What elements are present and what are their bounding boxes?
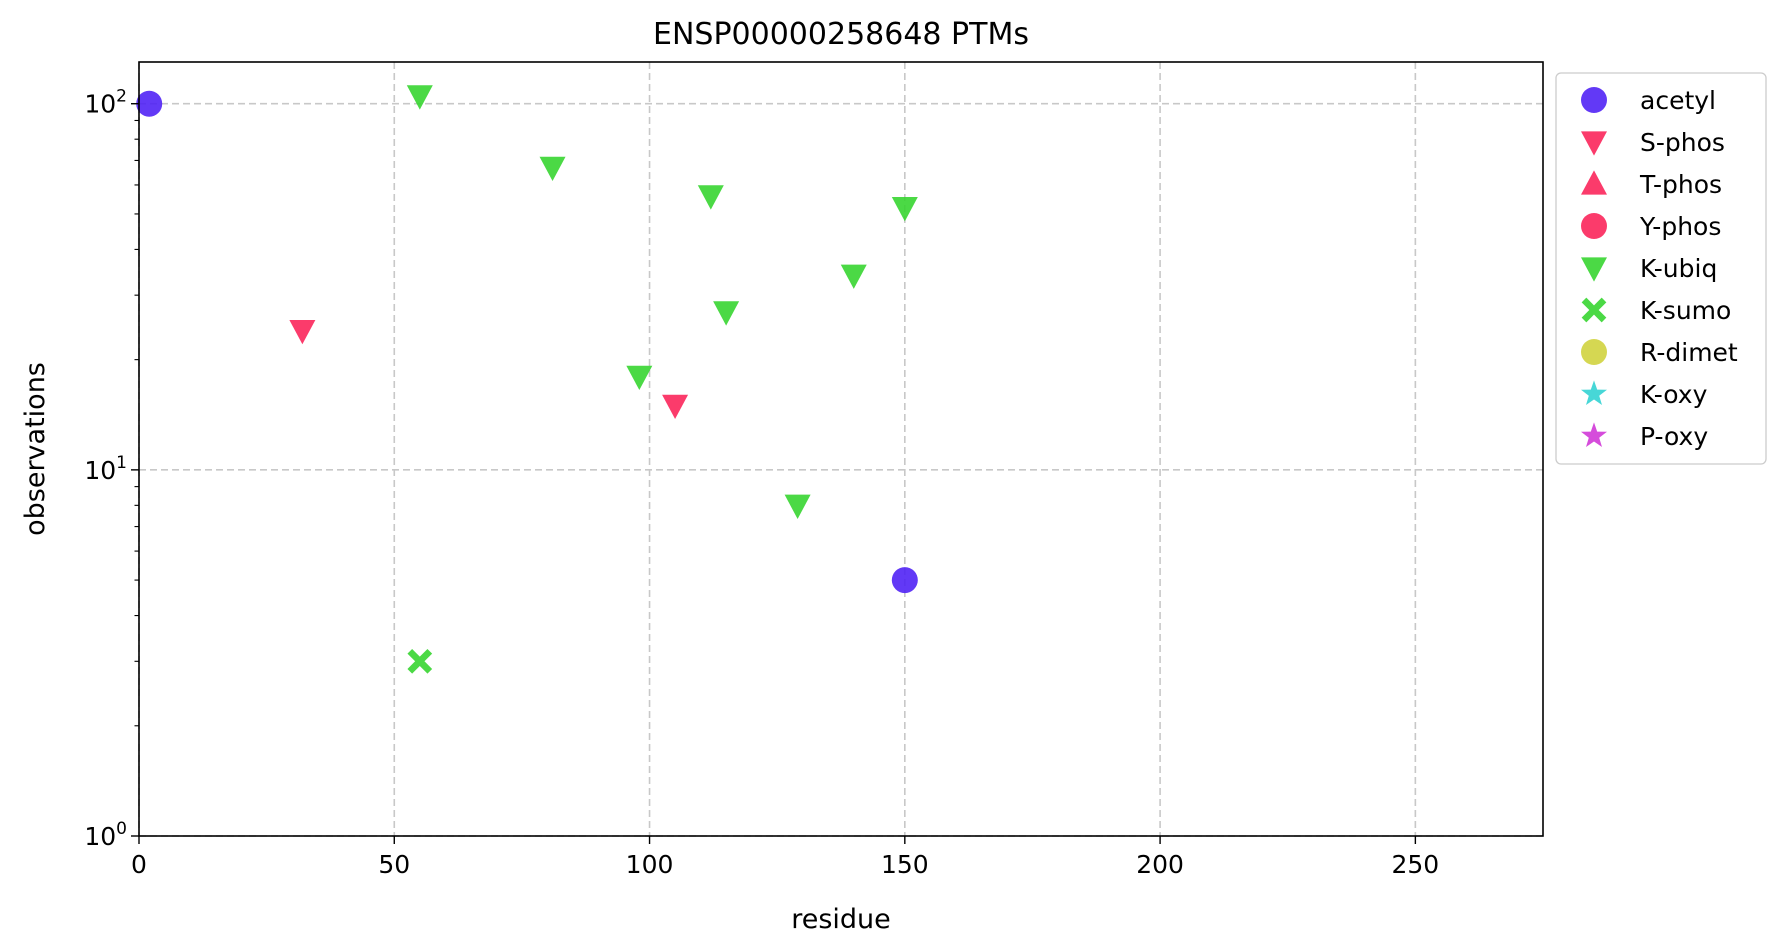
- point-k-ubiq: [406, 85, 433, 110]
- plot-frame: [138, 61, 1544, 837]
- y-tick-label: 100: [84, 819, 127, 851]
- axes: 0 50 100 150 200 250 100 101 102: [84, 87, 1439, 879]
- legend-label-k-sumo: K-sumo: [1640, 296, 1731, 325]
- point-k-sumo: [407, 648, 433, 674]
- legend-label-r-dimet: R-dimet: [1640, 338, 1738, 367]
- point-s-phos: [289, 319, 316, 345]
- point-s-phos: [662, 394, 689, 420]
- data-points: [136, 85, 918, 674]
- legend-marker-acetyl: [1581, 87, 1607, 113]
- chart-title: ENSP00000258648 PTMs: [653, 17, 1029, 52]
- legend-marker-k-sumo: [1581, 297, 1607, 323]
- point-acetyl: [891, 567, 918, 594]
- legend-label-s-phos: S-phos: [1640, 128, 1725, 157]
- point-k-ubiq: [539, 156, 566, 182]
- legend-marker-t-phos: [1581, 170, 1607, 195]
- legend-label-p-oxy: P-oxy: [1640, 422, 1708, 451]
- x-tick-label: 100: [626, 850, 674, 879]
- legend-marker-k-oxy: [1581, 380, 1607, 405]
- point-k-ubiq: [626, 365, 653, 391]
- y-tick-label: 101: [84, 453, 127, 485]
- legend-marker-k-ubiq: [1581, 257, 1607, 282]
- legend-marker-p-oxy: [1581, 422, 1607, 447]
- legend-frame: [1555, 72, 1767, 465]
- point-k-ubiq: [697, 185, 724, 210]
- legend-marker-r-dimet: [1581, 339, 1607, 365]
- point-acetyl: [136, 90, 163, 117]
- legend-label-y-phos: Y-phos: [1639, 212, 1721, 241]
- point-k-ubiq: [891, 197, 918, 222]
- point-k-ubiq: [784, 494, 811, 519]
- legend-label-t-phos: T-phos: [1639, 170, 1722, 199]
- x-tick-label: 150: [881, 850, 929, 879]
- y-tick-label: 102: [84, 87, 127, 119]
- x-tick-label: 0: [131, 850, 147, 879]
- x-tick-label: 50: [378, 850, 410, 879]
- x-axis-label: residue: [791, 904, 891, 935]
- point-k-ubiq: [840, 264, 867, 289]
- legend-label-acetyl: acetyl: [1640, 86, 1716, 115]
- point-k-ubiq: [713, 301, 740, 326]
- legend-label-k-ubiq: K-ubiq: [1640, 254, 1717, 283]
- y-axis-label: observations: [20, 362, 51, 536]
- legend-label-k-oxy: K-oxy: [1640, 380, 1708, 409]
- legend: acetyl S-phos T-phos Y-phos K-ubiq K-sumo R-di…: [1555, 72, 1767, 465]
- x-tick-label: 250: [1392, 850, 1440, 879]
- legend-marker-y-phos: [1581, 213, 1607, 239]
- x-tick-label: 200: [1136, 850, 1184, 879]
- legend-marker-s-phos: [1581, 131, 1607, 156]
